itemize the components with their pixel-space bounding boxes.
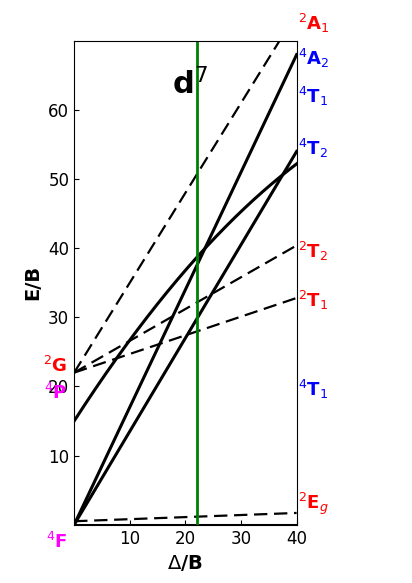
Text: $^4$P: $^4$P — [44, 383, 68, 403]
Text: d$^7$: d$^7$ — [172, 68, 208, 101]
Text: $^2$E$_g$: $^2$E$_g$ — [298, 491, 329, 517]
Text: $^4$T$_2$: $^4$T$_2$ — [298, 136, 328, 160]
Text: $^4$A$_2$: $^4$A$_2$ — [298, 47, 330, 69]
Text: $^4$F: $^4$F — [46, 532, 68, 552]
Text: $^2$A$_1$: $^2$A$_1$ — [298, 12, 330, 35]
Text: $^4$T$_1$: $^4$T$_1$ — [298, 85, 328, 108]
Y-axis label: E/B: E/B — [23, 265, 42, 300]
Text: $^2$G: $^2$G — [43, 356, 68, 376]
Text: $^2$T$_2$: $^2$T$_2$ — [298, 240, 328, 263]
Text: $^4$T$_1$: $^4$T$_1$ — [298, 378, 328, 402]
X-axis label: $\Delta$/B: $\Delta$/B — [168, 553, 203, 573]
Text: $^2$T$_1$: $^2$T$_1$ — [298, 289, 328, 311]
